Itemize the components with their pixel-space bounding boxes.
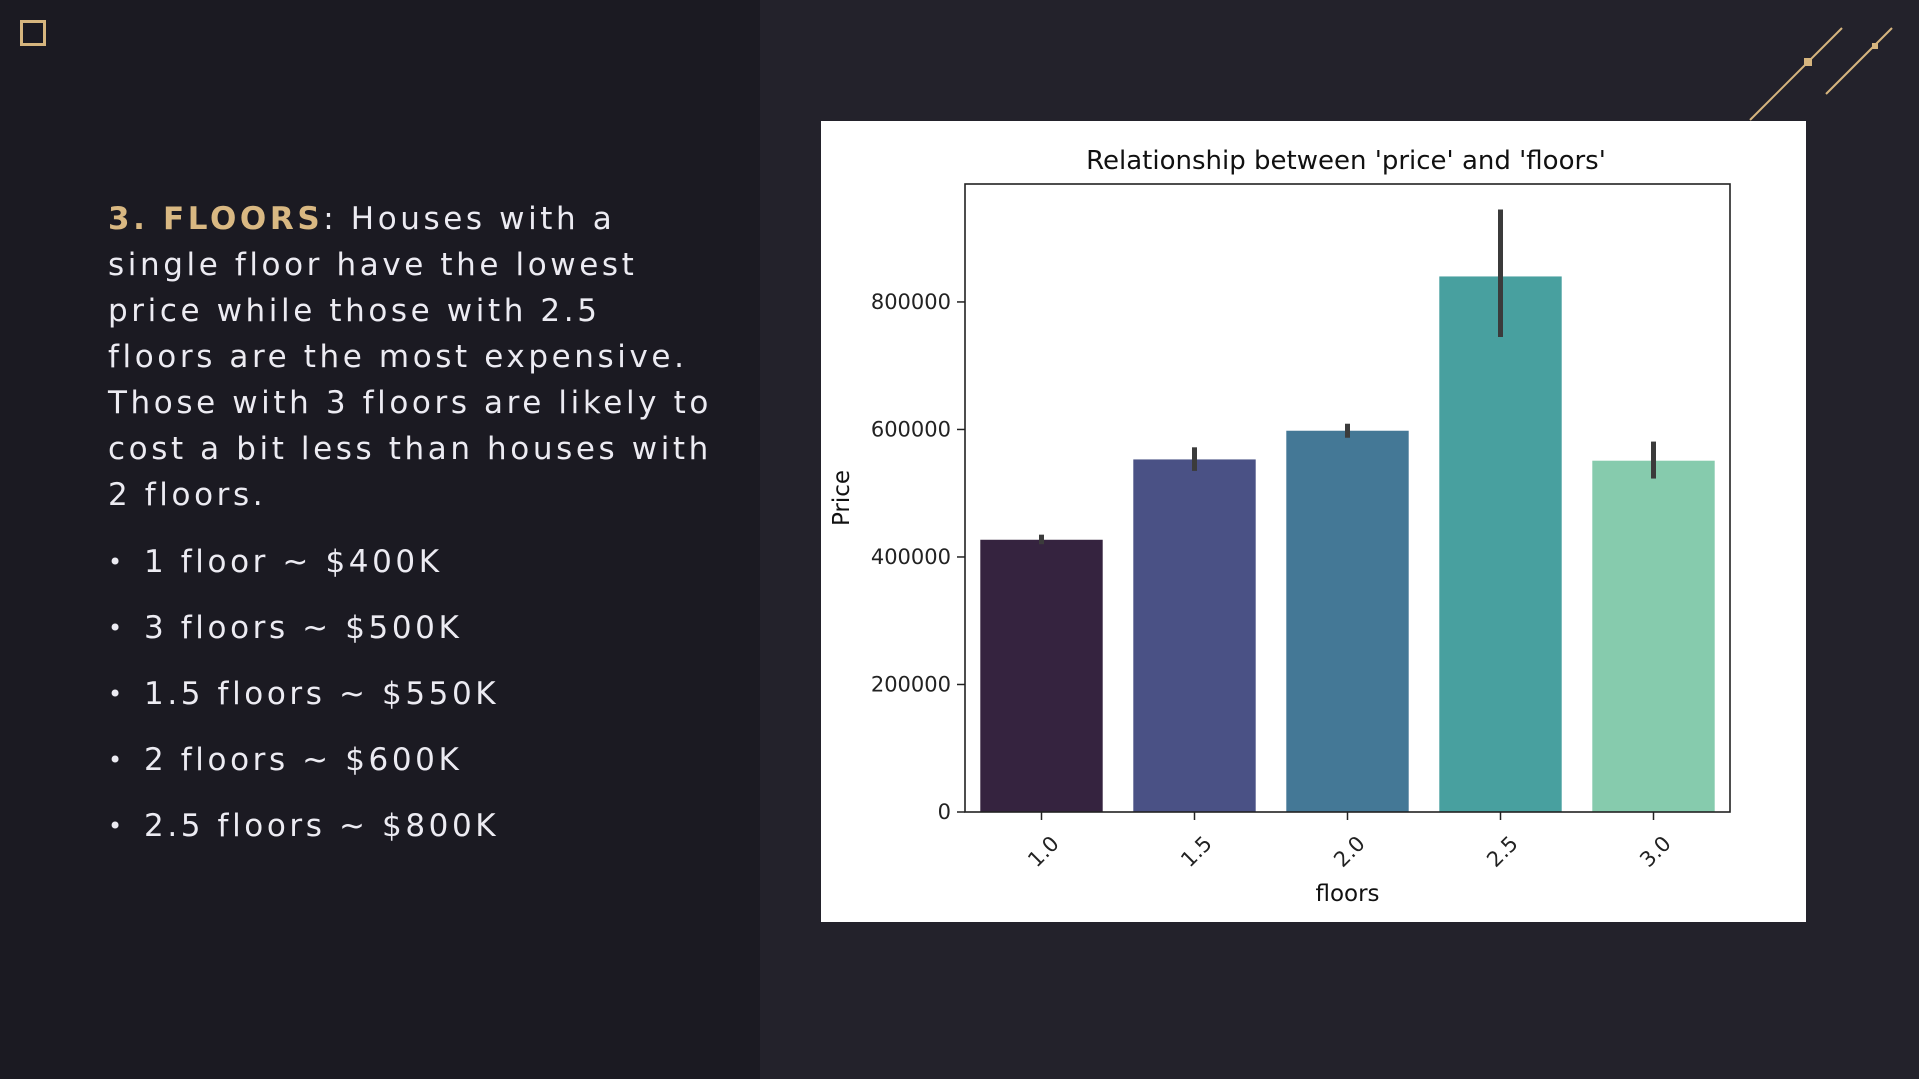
- bar-2.5: [1439, 276, 1562, 812]
- fact-item: 3 floors ~ $500K: [108, 606, 499, 672]
- x-tick-label: 3.0: [1635, 831, 1676, 872]
- x-tick-label: 1.0: [1023, 831, 1064, 872]
- y-tick-label: 400000: [871, 545, 951, 569]
- x-axis-title: floors: [1315, 881, 1379, 907]
- y-axis-title: Price: [829, 470, 855, 526]
- x-tick-label: 2.5: [1482, 831, 1523, 872]
- y-tick-label: 200000: [871, 672, 951, 696]
- description-text: : Houses with a single floor have the lo…: [108, 201, 712, 513]
- fact-item: 1 floor ~ $400K: [108, 540, 499, 606]
- floors-description: 3. FLOORS: Houses with a single floor ha…: [108, 196, 718, 518]
- fact-item: 2.5 floors ~ $800K: [108, 804, 499, 870]
- chart-title: Relationship between 'price' and 'floors…: [1086, 146, 1606, 176]
- fact-item: 2 floors ~ $600K: [108, 738, 499, 804]
- bar-2.0: [1286, 430, 1409, 812]
- decorative-lines-icon: [1749, 27, 1893, 121]
- y-tick-label: 0: [938, 800, 951, 824]
- bars-group: [980, 276, 1715, 812]
- fact-item: 1.5 floors ~ $550K: [108, 672, 499, 738]
- section-heading: 3. FLOORS: [108, 201, 324, 237]
- y-axis: 0 200000 400000 600000 800000: [871, 290, 965, 824]
- x-axis: 1.0 1.5 2.0 2.5 3.0: [1023, 812, 1676, 872]
- y-tick-label: 600000: [871, 417, 951, 441]
- chart-card: Relationship between 'price' and 'floors…: [821, 121, 1806, 922]
- x-tick-label: 1.5: [1176, 831, 1217, 872]
- y-tick-label: 800000: [871, 290, 951, 314]
- bar-1.0: [980, 539, 1103, 812]
- corner-square-icon: [20, 20, 46, 46]
- price-facts-list: 1 floor ~ $400K 3 floors ~ $500K 1.5 flo…: [108, 540, 499, 870]
- bar-1.5: [1133, 459, 1256, 812]
- bar-chart: Relationship between 'price' and 'floors…: [829, 146, 1731, 907]
- error-bars-group: [1039, 209, 1656, 545]
- bar-3.0: [1592, 460, 1715, 812]
- x-tick-label: 2.0: [1329, 831, 1370, 872]
